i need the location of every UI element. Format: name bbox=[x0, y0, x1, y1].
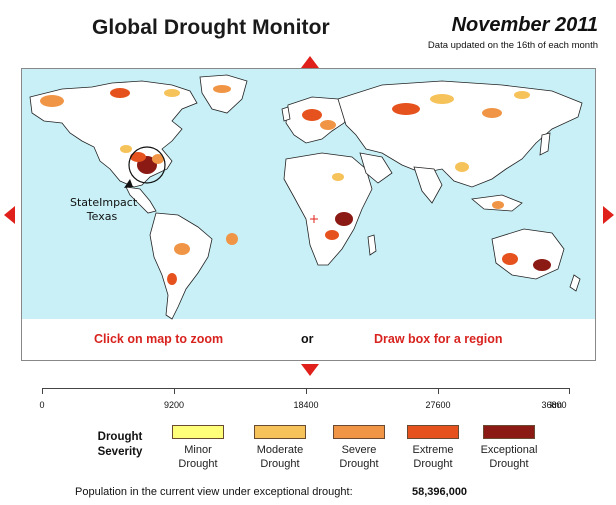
legend-label-line1: Minor bbox=[184, 444, 212, 456]
europe bbox=[285, 96, 353, 144]
center-crosshair bbox=[310, 215, 318, 223]
scale-unit: km bbox=[550, 400, 562, 410]
scale-tick-label: 36800 bbox=[541, 400, 567, 410]
arrow-up-icon[interactable] bbox=[301, 56, 319, 68]
scale-tick bbox=[306, 388, 307, 394]
update-note: Data updated on the 16th of each month bbox=[427, 40, 598, 51]
legend-label-line1: Severe bbox=[341, 444, 377, 456]
scale-tick-label: 0 bbox=[39, 400, 45, 410]
japan bbox=[539, 132, 551, 156]
drought-patches bbox=[40, 85, 551, 285]
drought-patch bbox=[167, 273, 177, 285]
drought-patch bbox=[213, 85, 231, 93]
report-date: November 2011 bbox=[451, 14, 598, 36]
legend-swatch bbox=[172, 425, 224, 439]
drought-patch bbox=[335, 212, 353, 226]
legend-title: Drought Severity bbox=[97, 431, 143, 458]
world-drought-map[interactable] bbox=[21, 68, 596, 361]
legend-label-line2: Drought bbox=[489, 458, 529, 470]
scale-tick bbox=[174, 388, 175, 394]
drought-patch bbox=[492, 201, 504, 209]
drought-patch bbox=[152, 154, 164, 164]
drought-patch bbox=[533, 259, 551, 271]
madagascar bbox=[367, 234, 377, 256]
drought-patch bbox=[455, 162, 469, 172]
zoom-hint: Click on map to zoom bbox=[94, 332, 224, 346]
legend-item-exceptional: Exceptional Drought bbox=[479, 425, 539, 471]
drought-patch bbox=[40, 95, 64, 107]
africa bbox=[283, 152, 373, 266]
scale-tick-label: 18400 bbox=[293, 400, 319, 410]
drought-patch bbox=[226, 233, 238, 245]
legend-label-line2: Drought bbox=[413, 458, 453, 470]
south-america bbox=[149, 212, 213, 320]
central-america bbox=[125, 186, 157, 214]
arrow-left-icon[interactable] bbox=[4, 206, 15, 224]
uk bbox=[281, 106, 291, 122]
legend-item-minor: Minor Drought bbox=[168, 425, 228, 471]
drought-patch bbox=[320, 120, 336, 130]
legend-label-line2: Drought bbox=[260, 458, 300, 470]
legend-item-extreme: Extreme Drought bbox=[403, 425, 463, 471]
texas-marker-circle bbox=[128, 146, 166, 184]
texas-marker-pointer bbox=[124, 179, 133, 188]
population-label: Population in the current view under exc… bbox=[75, 486, 353, 498]
drought-patch bbox=[325, 230, 339, 240]
scale-tick-label: 9200 bbox=[163, 400, 185, 410]
greenland bbox=[199, 74, 248, 114]
drought-patch bbox=[130, 152, 146, 162]
drought-patch bbox=[502, 253, 518, 265]
scale-tick bbox=[569, 388, 570, 394]
legend-item-moderate: Moderate Drought bbox=[250, 425, 310, 471]
drought-patch bbox=[392, 103, 420, 115]
or-label: or bbox=[301, 332, 314, 346]
region-hint: Draw box for a region bbox=[374, 332, 503, 346]
legend-label-line2: Drought bbox=[339, 458, 379, 470]
arrow-right-icon[interactable] bbox=[603, 206, 614, 224]
drought-patch bbox=[120, 145, 132, 153]
legend-swatch bbox=[333, 425, 385, 439]
drought-patch bbox=[514, 91, 530, 99]
page-title: Global Drought Monitor bbox=[92, 16, 330, 39]
scale-tick bbox=[438, 388, 439, 394]
drought-patch bbox=[174, 243, 190, 255]
legend-item-severe: Severe Drought bbox=[329, 425, 389, 471]
scale-bar: 0 9200 18400 27600 36800 bbox=[39, 386, 570, 410]
arabia bbox=[359, 152, 393, 184]
drought-patch bbox=[110, 88, 130, 98]
scale-tick bbox=[42, 388, 43, 394]
drought-patch bbox=[332, 173, 344, 181]
drought-patch bbox=[302, 109, 322, 121]
population-value: 58,396,000 bbox=[412, 486, 468, 498]
hint-strip bbox=[22, 319, 595, 360]
legend-label-line2: Drought bbox=[178, 458, 218, 470]
legend-label-line1: Exceptional bbox=[480, 444, 538, 456]
arrow-down-icon[interactable] bbox=[301, 364, 319, 376]
legend-swatch bbox=[407, 425, 459, 439]
drought-patch bbox=[482, 108, 502, 118]
drought-patch bbox=[430, 94, 454, 104]
legend-swatch bbox=[254, 425, 306, 439]
legend-label-line1: Extreme bbox=[412, 444, 454, 456]
annotation-line2: Texas bbox=[86, 210, 118, 223]
stateimpact-texas-label: StateImpact Texas bbox=[70, 196, 138, 224]
drought-patch bbox=[164, 89, 180, 97]
annotation-line1: StateImpact bbox=[70, 196, 138, 209]
legend-label-line1: Moderate bbox=[256, 444, 304, 456]
scale-tick-label: 27600 bbox=[425, 400, 451, 410]
new-zealand bbox=[569, 274, 581, 292]
legend-swatch bbox=[483, 425, 535, 439]
india bbox=[413, 166, 443, 204]
